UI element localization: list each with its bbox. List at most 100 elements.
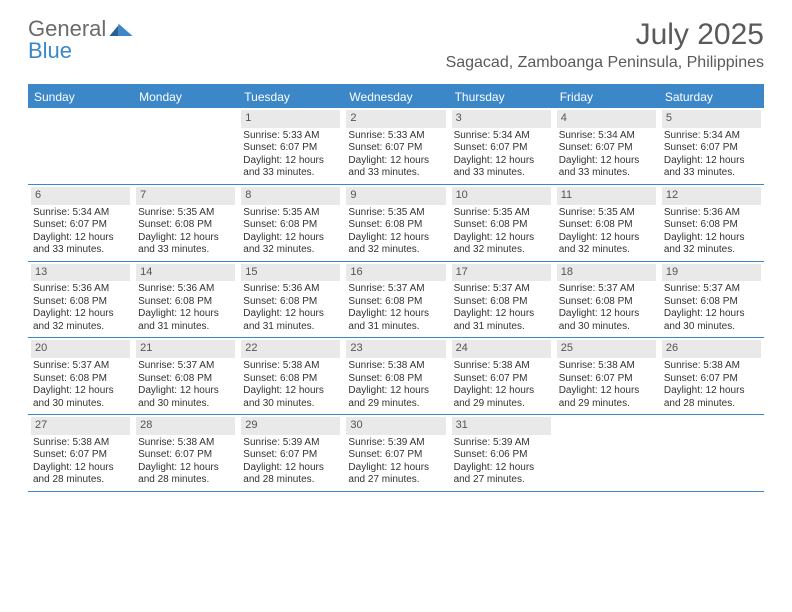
logo: GeneralBlue xyxy=(28,18,133,62)
sunrise-line: Sunrise: 5:36 AM xyxy=(243,283,338,296)
sunset-line: Sunset: 6:07 PM xyxy=(664,373,759,386)
day-info: Sunrise: 5:37 AMSunset: 6:08 PMDaylight:… xyxy=(346,283,445,333)
sunset-line: Sunset: 6:07 PM xyxy=(138,449,233,462)
day-cell-empty xyxy=(554,415,659,491)
sunrise-line: Sunrise: 5:36 AM xyxy=(664,207,759,220)
sunset-line: Sunset: 6:08 PM xyxy=(33,296,128,309)
day-number: 11 xyxy=(557,187,656,205)
sunset-line: Sunset: 6:07 PM xyxy=(348,449,443,462)
day-info: Sunrise: 5:37 AMSunset: 6:08 PMDaylight:… xyxy=(31,360,130,410)
month-title: July 2025 xyxy=(446,18,764,52)
sunset-line: Sunset: 6:08 PM xyxy=(454,219,549,232)
day-number: 25 xyxy=(557,340,656,358)
daylight-line: Daylight: 12 hours and 30 minutes. xyxy=(664,308,759,333)
sunrise-line: Sunrise: 5:38 AM xyxy=(559,360,654,373)
day-info: Sunrise: 5:39 AMSunset: 6:06 PMDaylight:… xyxy=(452,437,551,487)
day-number: 7 xyxy=(136,187,235,205)
day-cell: 22Sunrise: 5:38 AMSunset: 6:08 PMDayligh… xyxy=(238,338,343,414)
sunset-line: Sunset: 6:07 PM xyxy=(243,449,338,462)
sunset-line: Sunset: 6:08 PM xyxy=(243,296,338,309)
day-number: 12 xyxy=(662,187,761,205)
day-number: 26 xyxy=(662,340,761,358)
day-info: Sunrise: 5:36 AMSunset: 6:08 PMDaylight:… xyxy=(662,207,761,257)
day-cell: 4Sunrise: 5:34 AMSunset: 6:07 PMDaylight… xyxy=(554,108,659,184)
day-info: Sunrise: 5:39 AMSunset: 6:07 PMDaylight:… xyxy=(241,437,340,487)
sunrise-line: Sunrise: 5:36 AM xyxy=(138,283,233,296)
daylight-line: Daylight: 12 hours and 31 minutes. xyxy=(243,308,338,333)
day-number: 10 xyxy=(452,187,551,205)
logo-icon xyxy=(109,18,133,40)
day-cell: 5Sunrise: 5:34 AMSunset: 6:07 PMDaylight… xyxy=(659,108,764,184)
daylight-line: Daylight: 12 hours and 32 minutes. xyxy=(454,232,549,257)
day-number: 2 xyxy=(346,110,445,128)
sunrise-line: Sunrise: 5:38 AM xyxy=(664,360,759,373)
day-number: 30 xyxy=(346,417,445,435)
day-info: Sunrise: 5:37 AMSunset: 6:08 PMDaylight:… xyxy=(662,283,761,333)
sunset-line: Sunset: 6:07 PM xyxy=(243,142,338,155)
day-header-tuesday: Tuesday xyxy=(238,86,343,108)
day-info: Sunrise: 5:37 AMSunset: 6:08 PMDaylight:… xyxy=(557,283,656,333)
sunset-line: Sunset: 6:08 PM xyxy=(243,219,338,232)
day-header-row: SundayMondayTuesdayWednesdayThursdayFrid… xyxy=(28,86,764,108)
location: Sagacad, Zamboanga Peninsula, Philippine… xyxy=(446,54,764,72)
header: GeneralBlue July 2025 Sagacad, Zamboanga… xyxy=(0,0,792,76)
day-number: 3 xyxy=(452,110,551,128)
day-info: Sunrise: 5:34 AMSunset: 6:07 PMDaylight:… xyxy=(662,130,761,180)
day-info: Sunrise: 5:35 AMSunset: 6:08 PMDaylight:… xyxy=(557,207,656,257)
sunset-line: Sunset: 6:08 PM xyxy=(664,219,759,232)
daylight-line: Daylight: 12 hours and 32 minutes. xyxy=(33,308,128,333)
daylight-line: Daylight: 12 hours and 27 minutes. xyxy=(454,462,549,487)
sunset-line: Sunset: 6:08 PM xyxy=(243,373,338,386)
sunset-line: Sunset: 6:07 PM xyxy=(33,219,128,232)
day-cell: 6Sunrise: 5:34 AMSunset: 6:07 PMDaylight… xyxy=(28,185,133,261)
day-cell: 18Sunrise: 5:37 AMSunset: 6:08 PMDayligh… xyxy=(554,262,659,338)
day-number: 18 xyxy=(557,264,656,282)
sunrise-line: Sunrise: 5:35 AM xyxy=(138,207,233,220)
day-info: Sunrise: 5:34 AMSunset: 6:07 PMDaylight:… xyxy=(557,130,656,180)
sunrise-line: Sunrise: 5:38 AM xyxy=(138,437,233,450)
day-info: Sunrise: 5:35 AMSunset: 6:08 PMDaylight:… xyxy=(452,207,551,257)
sunrise-line: Sunrise: 5:37 AM xyxy=(559,283,654,296)
sunset-line: Sunset: 6:08 PM xyxy=(454,296,549,309)
daylight-line: Daylight: 12 hours and 32 minutes. xyxy=(559,232,654,257)
day-info: Sunrise: 5:37 AMSunset: 6:08 PMDaylight:… xyxy=(136,360,235,410)
daylight-line: Daylight: 12 hours and 31 minutes. xyxy=(138,308,233,333)
sunrise-line: Sunrise: 5:35 AM xyxy=(348,207,443,220)
day-cell-empty xyxy=(133,108,238,184)
daylight-line: Daylight: 12 hours and 32 minutes. xyxy=(348,232,443,257)
day-cell: 9Sunrise: 5:35 AMSunset: 6:08 PMDaylight… xyxy=(343,185,448,261)
day-info: Sunrise: 5:38 AMSunset: 6:07 PMDaylight:… xyxy=(557,360,656,410)
sunrise-line: Sunrise: 5:39 AM xyxy=(348,437,443,450)
day-cell: 11 Sunrise: 5:35 AMSunset: 6:08 PMDayligh… xyxy=(554,185,659,261)
day-cell: 30Sunrise: 5:39 AMSunset: 6:07 PMDayligh… xyxy=(343,415,448,491)
weeks-container: 1Sunrise: 5:33 AMSunset: 6:07 PMDaylight… xyxy=(28,108,764,492)
sunrise-line: Sunrise: 5:39 AM xyxy=(243,437,338,450)
day-cell: 17Sunrise: 5:37 AMSunset: 6:08 PMDayligh… xyxy=(449,262,554,338)
day-info: Sunrise: 5:35 AMSunset: 6:08 PMDaylight:… xyxy=(241,207,340,257)
day-info: Sunrise: 5:38 AMSunset: 6:07 PMDaylight:… xyxy=(662,360,761,410)
day-cell: 15Sunrise: 5:36 AMSunset: 6:08 PMDayligh… xyxy=(238,262,343,338)
daylight-line: Daylight: 12 hours and 33 minutes. xyxy=(243,155,338,180)
day-cell: 19Sunrise: 5:37 AMSunset: 6:08 PMDayligh… xyxy=(659,262,764,338)
sunrise-line: Sunrise: 5:35 AM xyxy=(559,207,654,220)
calendar: SundayMondayTuesdayWednesdayThursdayFrid… xyxy=(28,84,764,492)
day-header-sunday: Sunday xyxy=(28,86,133,108)
day-cell: 26 Sunrise: 5:38 AMSunset: 6:07 PMDayligh… xyxy=(659,338,764,414)
day-info: Sunrise: 5:36 AMSunset: 6:08 PMDaylight:… xyxy=(31,283,130,333)
sunset-line: Sunset: 6:08 PM xyxy=(138,373,233,386)
daylight-line: Daylight: 12 hours and 31 minutes. xyxy=(348,308,443,333)
daylight-line: Daylight: 12 hours and 32 minutes. xyxy=(664,232,759,257)
day-number: 28 xyxy=(136,417,235,435)
sunset-line: Sunset: 6:08 PM xyxy=(348,219,443,232)
sunrise-line: Sunrise: 5:38 AM xyxy=(33,437,128,450)
day-info: Sunrise: 5:34 AMSunset: 6:07 PMDaylight:… xyxy=(452,130,551,180)
day-info: Sunrise: 5:35 AMSunset: 6:08 PMDaylight:… xyxy=(136,207,235,257)
sunset-line: Sunset: 6:06 PM xyxy=(454,449,549,462)
sunrise-line: Sunrise: 5:34 AM xyxy=(33,207,128,220)
sunrise-line: Sunrise: 5:34 AM xyxy=(454,130,549,143)
sunset-line: Sunset: 6:08 PM xyxy=(138,219,233,232)
day-info: Sunrise: 5:33 AMSunset: 6:07 PMDaylight:… xyxy=(241,130,340,180)
daylight-line: Daylight: 12 hours and 31 minutes. xyxy=(454,308,549,333)
day-info: Sunrise: 5:38 AMSunset: 6:08 PMDaylight:… xyxy=(241,360,340,410)
day-info: Sunrise: 5:38 AMSunset: 6:08 PMDaylight:… xyxy=(346,360,445,410)
